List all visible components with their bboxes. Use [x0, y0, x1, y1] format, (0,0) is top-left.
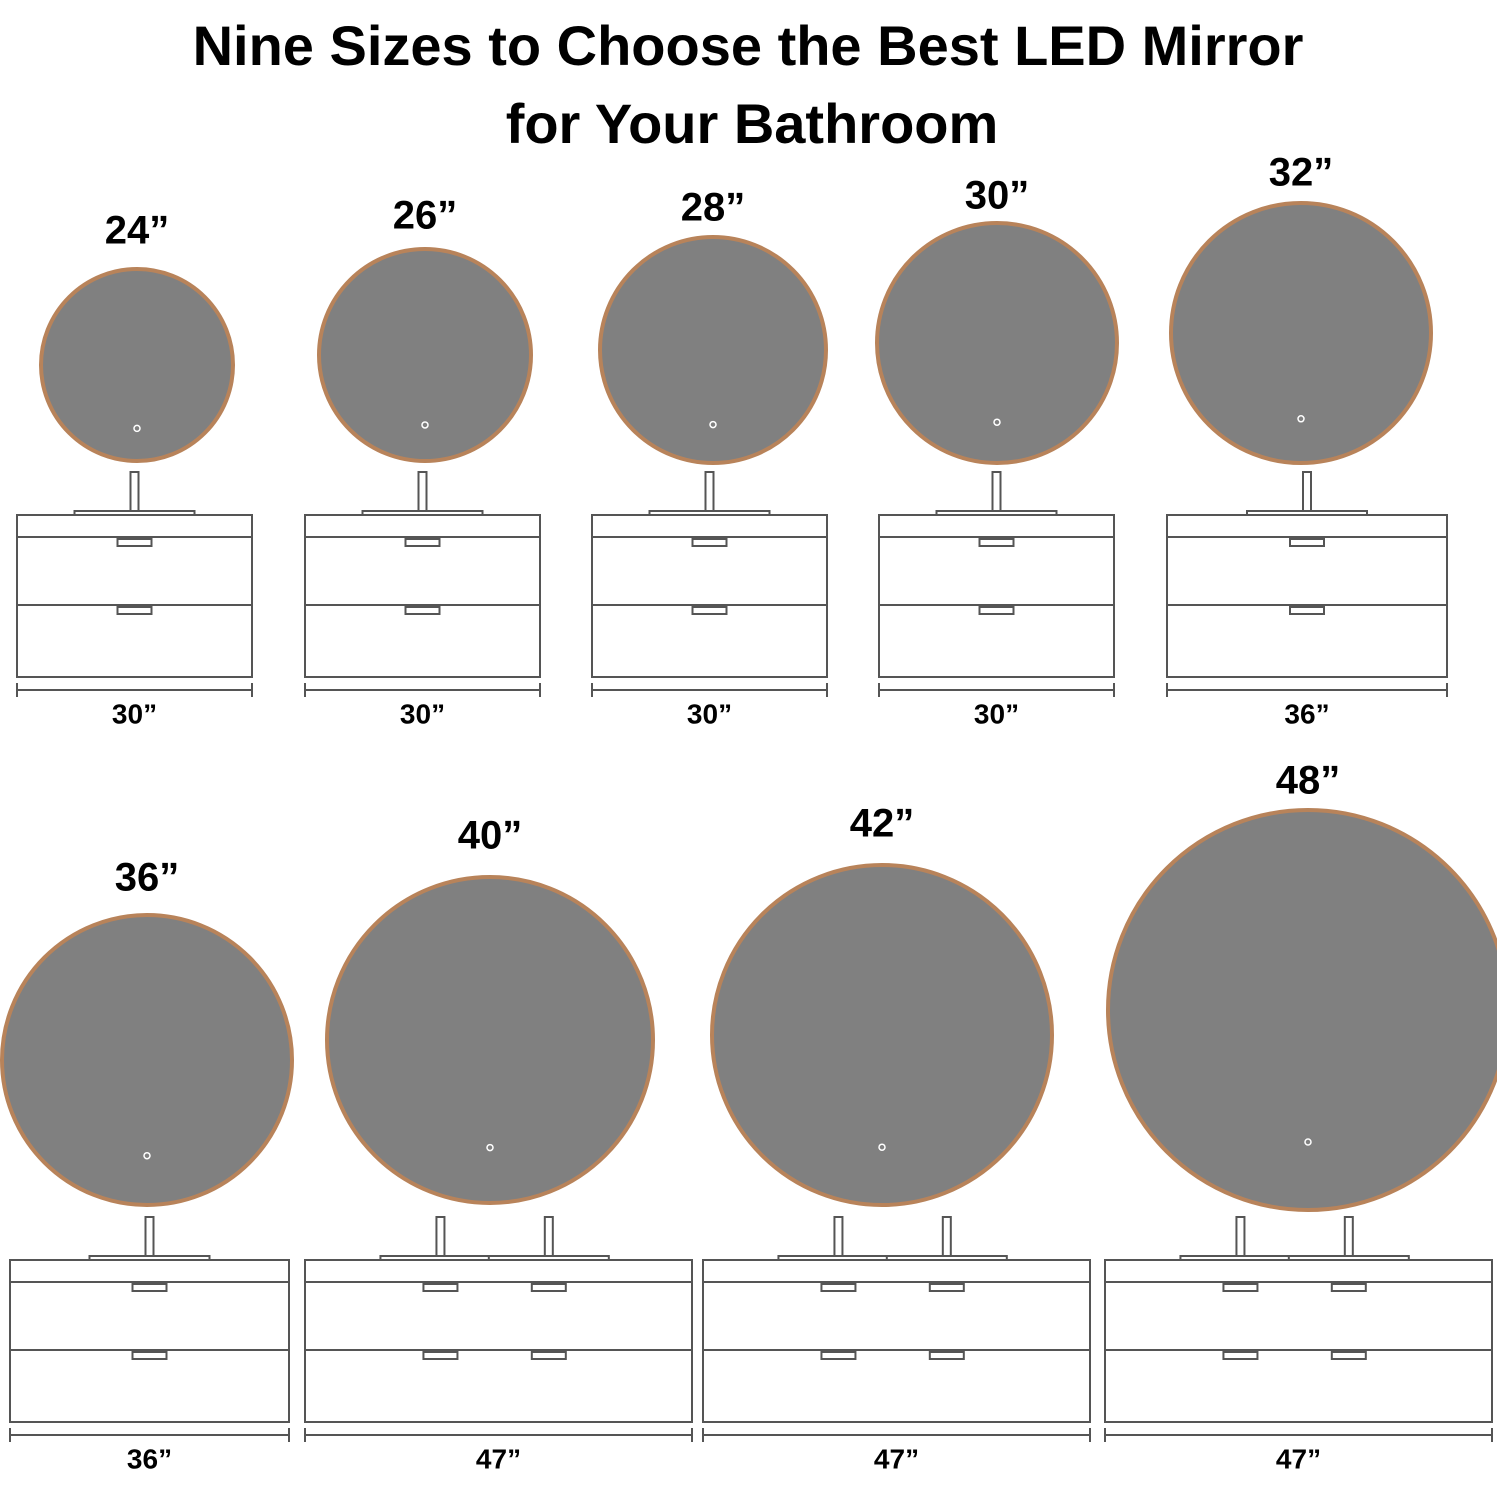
handle	[978, 538, 1015, 547]
touch-button	[1297, 415, 1305, 423]
drawer	[702, 1281, 1091, 1351]
handle	[1330, 1283, 1367, 1292]
handle	[116, 538, 153, 547]
drawer	[1104, 1349, 1493, 1423]
drawer	[16, 536, 253, 606]
handle	[422, 1283, 459, 1292]
countertop	[702, 1259, 1091, 1283]
countertop	[1104, 1259, 1493, 1283]
drawer	[9, 1349, 290, 1423]
handle	[928, 1283, 965, 1292]
handle	[422, 1351, 459, 1360]
handle	[1289, 606, 1325, 615]
mirror-size: 48”	[1276, 759, 1341, 803]
handle	[1330, 1351, 1367, 1360]
handle	[404, 606, 441, 615]
drawer	[9, 1281, 290, 1351]
drawer	[1166, 604, 1448, 678]
vanity-width: 30”	[400, 698, 445, 729]
vanity-width: 30”	[687, 698, 732, 729]
handle	[530, 1351, 567, 1360]
vanity-width: 30”	[974, 698, 1019, 729]
touch-button	[993, 418, 1001, 426]
mirror-size: 28”	[681, 186, 746, 230]
mirror-size: 36”	[115, 856, 180, 900]
vanity-width: 30”	[112, 698, 157, 729]
handle	[530, 1283, 567, 1292]
mirror	[875, 221, 1119, 465]
mirror	[317, 247, 533, 463]
drawer	[304, 604, 541, 678]
touch-button	[1304, 1138, 1312, 1146]
drawer	[16, 604, 253, 678]
vanity-width: 47”	[1276, 1443, 1321, 1474]
handle	[116, 606, 153, 615]
handle	[404, 538, 441, 547]
drawer	[304, 1281, 693, 1351]
handle	[1289, 538, 1325, 547]
handle	[691, 606, 728, 615]
vanity-width: 47”	[476, 1443, 521, 1474]
mirror	[1169, 201, 1433, 465]
handle	[978, 606, 1015, 615]
countertop	[16, 514, 253, 538]
drawer	[1104, 1281, 1493, 1351]
drawer	[702, 1349, 1091, 1423]
touch-button	[133, 424, 141, 433]
mirror	[710, 863, 1054, 1207]
touch-button	[486, 1143, 494, 1152]
handle	[1222, 1283, 1259, 1292]
drawer	[878, 536, 1115, 606]
countertop	[304, 1259, 693, 1283]
mirror-size: 26”	[393, 194, 458, 238]
vanity-width: 36”	[127, 1443, 172, 1474]
countertop	[591, 514, 828, 538]
mirror-size: 40”	[458, 814, 523, 858]
touch-button	[878, 1143, 886, 1151]
countertop	[9, 1259, 290, 1283]
handle	[820, 1351, 857, 1360]
drawer	[878, 604, 1115, 678]
mirror	[1106, 808, 1497, 1212]
mirror-size: 30”	[965, 174, 1030, 218]
countertop	[304, 514, 541, 538]
mirror-size: 24”	[105, 209, 170, 253]
title-line: for Your Bathroom	[506, 92, 999, 155]
mirror	[39, 267, 235, 463]
drawer	[1166, 536, 1448, 606]
countertop	[878, 514, 1115, 538]
handle	[131, 1351, 168, 1360]
mirror	[325, 875, 655, 1205]
vanity-width: 36”	[1284, 698, 1329, 729]
touch-button	[421, 421, 429, 429]
handle	[820, 1283, 857, 1292]
mirror-size: 32”	[1269, 151, 1334, 195]
countertop	[1166, 514, 1448, 538]
handle	[131, 1283, 168, 1292]
drawer	[591, 604, 828, 678]
handle	[1222, 1351, 1259, 1360]
mirror	[0, 913, 294, 1207]
touch-button	[709, 420, 717, 429]
handle	[691, 538, 728, 547]
drawer	[591, 536, 828, 606]
drawer	[304, 1349, 693, 1423]
mirror	[598, 235, 828, 465]
title-line: Nine Sizes to Choose the Best LED Mirror	[193, 14, 1304, 77]
touch-button	[143, 1151, 151, 1160]
handle	[928, 1351, 965, 1360]
mirror-size: 42”	[850, 802, 915, 846]
vanity-width: 47”	[874, 1443, 919, 1474]
drawer	[304, 536, 541, 606]
